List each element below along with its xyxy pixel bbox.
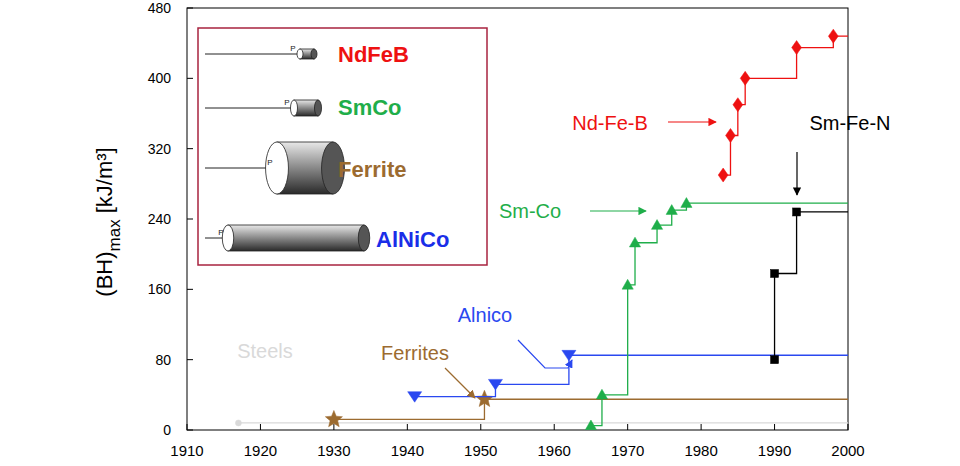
magnet-end xyxy=(314,100,321,116)
plot-frame xyxy=(187,8,848,430)
x-tick-label: 1950 xyxy=(464,442,497,459)
y-tick-label: 480 xyxy=(148,0,172,16)
series-marker xyxy=(488,379,502,390)
series-marker xyxy=(476,390,493,406)
y-label: (BH) xyxy=(92,251,117,296)
force-label: P xyxy=(267,158,272,167)
y-tick-label: 80 xyxy=(155,352,171,368)
series-marker xyxy=(733,98,743,112)
series-line xyxy=(334,399,848,419)
x-tick xyxy=(848,424,849,430)
magnet-end xyxy=(311,49,317,59)
inset-label: NdFeB xyxy=(338,42,409,67)
series-marker xyxy=(828,29,838,43)
y-tick-label: 320 xyxy=(148,141,172,157)
series-marker xyxy=(651,220,662,230)
magnet-end xyxy=(358,225,369,251)
series-marker xyxy=(562,350,576,361)
series-marker xyxy=(792,41,802,55)
y-tick xyxy=(187,8,193,9)
y-tick xyxy=(187,219,193,220)
x-tick-label: 1960 xyxy=(538,442,571,459)
x-tick-label: 1990 xyxy=(758,442,791,459)
series-label: Nd-Fe-B xyxy=(572,112,648,134)
y-tick xyxy=(187,289,193,290)
series-marker xyxy=(793,208,801,216)
label-arrow xyxy=(518,340,572,368)
y-axis-title: (BH)max [kJ/m³] xyxy=(92,147,124,296)
label-arrow xyxy=(796,152,797,195)
y-tick-label: 160 xyxy=(148,281,172,297)
series-line xyxy=(723,36,848,175)
series-marker xyxy=(740,71,750,85)
force-line xyxy=(205,108,294,109)
x-tick xyxy=(333,424,334,430)
series-label: Ferrites xyxy=(381,342,449,364)
x-tick xyxy=(187,424,188,430)
label-arrow xyxy=(445,368,475,398)
x-tick-label: 1910 xyxy=(170,442,203,459)
magnet-face xyxy=(222,225,233,251)
x-tick-label: 1940 xyxy=(391,442,424,459)
series-marker xyxy=(235,420,241,426)
series-marker xyxy=(585,420,596,430)
y-tick xyxy=(187,148,193,149)
series-group xyxy=(235,29,848,430)
x-tick xyxy=(480,424,481,430)
magnet-face xyxy=(297,49,303,59)
inset-label: SmCo xyxy=(338,95,402,120)
x-tick xyxy=(260,424,261,430)
series-line xyxy=(591,203,848,425)
x-tick-label: 2000 xyxy=(831,442,864,459)
y-tick xyxy=(187,78,193,79)
series-marker xyxy=(681,198,692,208)
series-marker xyxy=(718,168,728,182)
x-tick-label: 1930 xyxy=(317,442,350,459)
series-line xyxy=(775,212,848,360)
series-marker xyxy=(408,392,422,403)
x-tick xyxy=(774,424,775,430)
series-label: Steels xyxy=(237,340,293,362)
y-tick xyxy=(187,430,193,431)
magnet-body xyxy=(228,225,364,251)
x-tick xyxy=(407,424,408,430)
x-tick xyxy=(701,424,702,430)
x-tick-label: 1980 xyxy=(684,442,717,459)
series-marker xyxy=(666,205,677,215)
x-tick-label: 1920 xyxy=(244,442,277,459)
inset-box xyxy=(198,28,487,265)
y-tick xyxy=(187,359,193,360)
series-label: Alnico xyxy=(458,304,512,326)
inset-label: Ferrite xyxy=(338,157,406,182)
magnet-face xyxy=(266,142,289,194)
label-arrow xyxy=(668,121,716,122)
series-marker xyxy=(771,270,779,278)
series-marker xyxy=(771,356,779,364)
y-tick-label: 400 xyxy=(148,70,172,86)
series-marker xyxy=(325,410,342,426)
series-marker xyxy=(726,128,736,142)
chart: 1910 1920 1930 1940 1950 1960 1970 1980 1990 2000… xyxy=(0,0,960,466)
force-label: P xyxy=(290,44,295,53)
magnet-face xyxy=(290,100,297,116)
force-label: P xyxy=(218,228,223,237)
force-line xyxy=(205,54,300,55)
force-label: P xyxy=(284,98,289,107)
series-label: Sm-Fe-N xyxy=(809,112,890,134)
series-marker xyxy=(596,389,607,399)
label-arrow xyxy=(590,210,646,211)
series-marker xyxy=(622,279,633,289)
x-tick xyxy=(627,424,628,430)
y-label-subscript: max xyxy=(105,219,124,252)
series-marker xyxy=(629,237,640,247)
inset-label: AlNiCo xyxy=(376,227,449,252)
y-unit: [kJ/m³] xyxy=(92,147,117,213)
series-label: Sm-Co xyxy=(499,200,561,222)
y-tick-label: 240 xyxy=(148,211,172,227)
y-tick-label: 0 xyxy=(163,422,171,438)
x-tick-label: 1970 xyxy=(611,442,644,459)
series-line xyxy=(415,355,848,396)
x-tick xyxy=(554,424,555,430)
